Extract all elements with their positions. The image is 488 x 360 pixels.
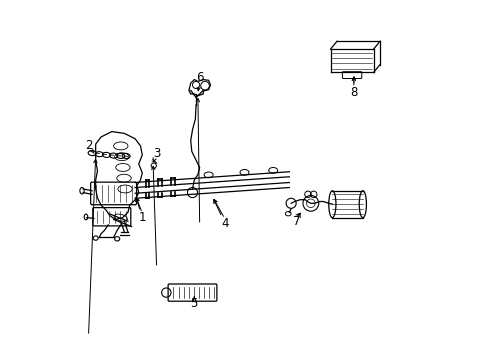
Text: 7: 7 (292, 215, 300, 228)
Text: 1: 1 (138, 211, 146, 224)
Text: 2: 2 (84, 139, 92, 152)
Text: 6: 6 (196, 71, 203, 84)
Text: 3: 3 (153, 147, 160, 159)
Text: 8: 8 (349, 86, 357, 99)
Text: 5: 5 (190, 297, 198, 310)
Text: 4: 4 (221, 216, 228, 230)
